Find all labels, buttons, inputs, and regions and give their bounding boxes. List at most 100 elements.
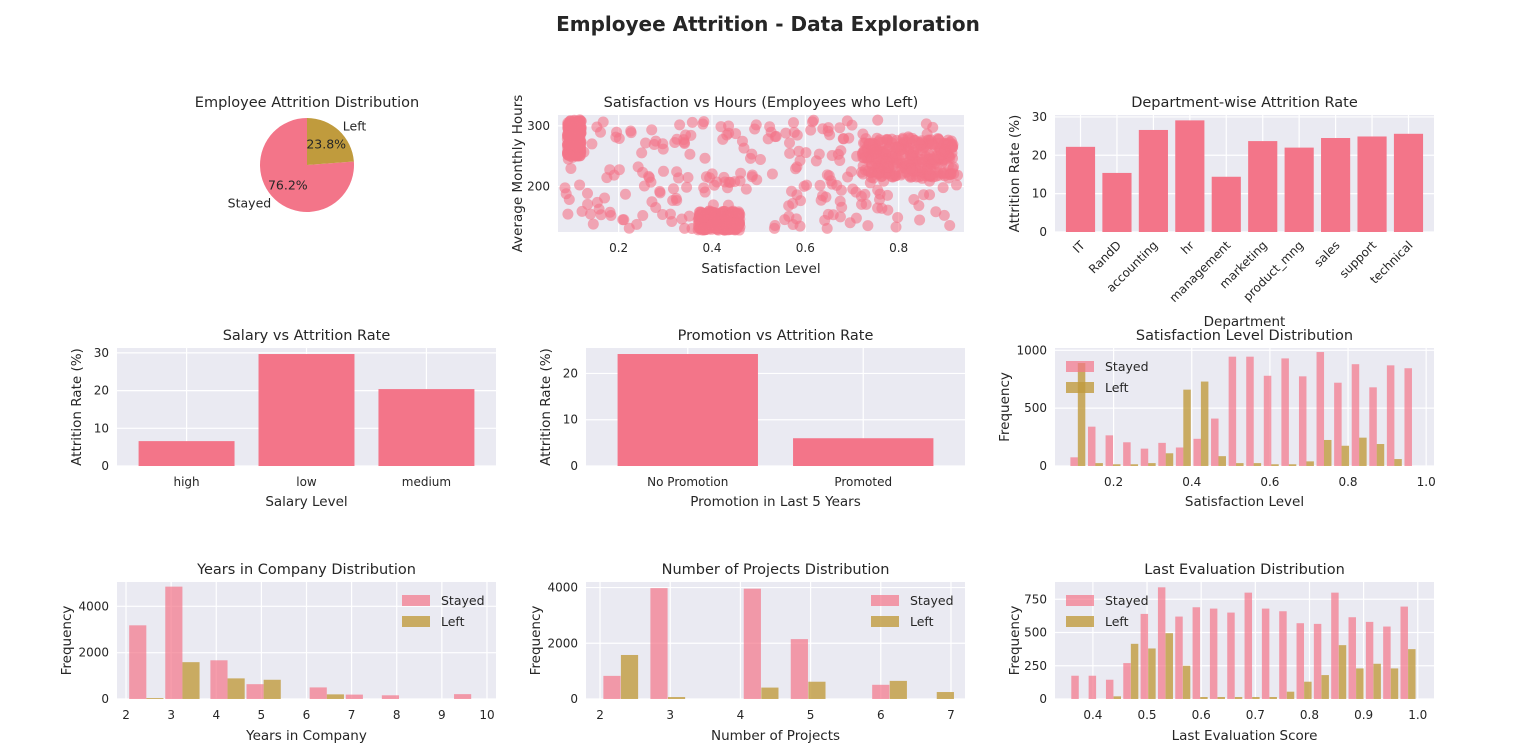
evaluation-hist-bar-left [1165, 633, 1173, 699]
evaluation-hist-bar-left [1286, 691, 1295, 699]
sat-hours-scatter-point [697, 118, 709, 130]
evaluation-hist-xtick-label: 0.7 [1246, 708, 1265, 722]
sat-hours-scatter-point [705, 219, 717, 231]
sat-hours-scatter-title: Satisfaction vs Hours (Employees who Lef… [604, 95, 919, 111]
satisfaction-hist-bar-stayed [1369, 387, 1377, 466]
sat-hours-scatter-point [562, 208, 574, 220]
sat-hours-scatter-point [625, 125, 637, 137]
projects-hist-xtick-label: 6 [877, 708, 885, 722]
projects-hist-ytick-label: 4000 [547, 581, 578, 595]
satisfaction-hist-bar-left [1095, 463, 1103, 466]
sat-hours-scatter-point [619, 188, 631, 200]
sat-hours-scatter-point [594, 126, 606, 138]
sat-hours-scatter-point [810, 155, 822, 167]
sat-hours-scatter-point [766, 168, 778, 180]
promotion-attrition-xlabel: Promotion in Last 5 Years [690, 494, 860, 510]
dept-attrition-xlabel: Department [1204, 314, 1286, 330]
evaluation-hist-xlabel: Last Evaluation Score [1172, 728, 1318, 744]
evaluation-hist: Last Evaluation Distribution 0.4 0.5 0.6 0.7… [1007, 562, 1434, 744]
sat-hours-scatter-point [724, 176, 736, 188]
sat-hours-scatter-point [835, 184, 847, 196]
sat-hours-scatter-point [835, 145, 847, 157]
sat-hours-scatter-point [681, 181, 693, 193]
evaluation-hist-xtick-label: 0.5 [1137, 708, 1156, 722]
satisfaction-hist-bar-left [1271, 464, 1279, 466]
satisfaction-hist-bar-stayed [1228, 356, 1237, 466]
years-hist-ytick-label: 0 [101, 692, 109, 706]
sat-hours-scatter-point [559, 182, 571, 194]
sat-hours-scatter-point [565, 150, 577, 162]
satisfaction-hist-legend-label: Stayed [1105, 359, 1149, 374]
projects-hist-ylabel: Frequency [528, 606, 544, 676]
sat-hours-scatter-point [613, 164, 625, 176]
sat-hours-scatter-point [805, 124, 817, 136]
sat-hours-scatter-point [944, 219, 956, 231]
sat-hours-scatter-point [783, 210, 795, 222]
satisfaction-hist: Satisfaction Level Distribution 0.2 0.4 0.6… [997, 328, 1436, 510]
sat-hours-scatter-point [646, 124, 658, 136]
sat-hours-scatter-point [890, 221, 902, 233]
salary-attrition-xtick-label: medium [402, 475, 451, 489]
figure-title: Employee Attrition - Data Exploration [556, 12, 980, 36]
sat-hours-scatter-point [685, 129, 697, 141]
evaluation-hist-xtick-label: 0.8 [1300, 708, 1319, 722]
sat-hours-scatter-point [784, 137, 796, 149]
satisfaction-hist-bar-left [1148, 463, 1156, 466]
dept-attrition-bar-accounting [1138, 129, 1168, 232]
sat-hours-scatter-point [751, 174, 763, 186]
sat-hours-scatter-point [780, 127, 792, 139]
years-hist-xtick-label: 7 [348, 708, 356, 722]
sat-hours-scatter-point [900, 157, 912, 169]
promotion-attrition-bar-promoted [793, 438, 934, 466]
attrition-pie-label-left: Left [343, 118, 367, 133]
sat-hours-scatter-point [740, 183, 752, 195]
sat-hours-scatter-point [623, 222, 635, 234]
projects-hist-xtick-label: 3 [666, 708, 674, 722]
sat-hours-scatter-point [834, 155, 846, 167]
years-hist-bar-stayed [210, 660, 228, 699]
sat-hours-scatter-point [930, 206, 942, 218]
sat-hours-scatter-point [821, 169, 833, 181]
satisfaction-hist-bar-left [1253, 463, 1262, 466]
evaluation-hist-bar-left [1234, 697, 1243, 699]
promotion-attrition-xtick-label: Promoted [834, 475, 892, 489]
sat-hours-scatter-xtick-label: 0.6 [796, 241, 815, 255]
sat-hours-scatter-point [819, 214, 831, 226]
satisfaction-hist-bar-left [1376, 444, 1385, 466]
evaluation-hist-legend-label: Stayed [1105, 593, 1149, 608]
dept-attrition-xtick-label: management [1167, 238, 1234, 305]
evaluation-hist-bar-stayed [1105, 679, 1114, 699]
evaluation-hist-ytick-label: 0 [1039, 692, 1047, 706]
evaluation-hist-ytick-label: 750 [1024, 592, 1047, 606]
attrition-pie: Employee Attrition Distribution Stayed 76.… [195, 95, 419, 212]
satisfaction-hist-xtick-label: 1.0 [1417, 475, 1436, 489]
satisfaction-hist-bar-stayed [1298, 376, 1307, 466]
years-hist-bar-left [263, 679, 281, 699]
promotion-attrition: Promotion vs Attrition Rate 0 10 20 Attritio… [538, 328, 965, 510]
projects-hist-ytick-label: 0 [570, 692, 578, 706]
evaluation-hist-bar-stayed [1227, 612, 1235, 699]
years-hist-xtick-label: 2 [122, 708, 130, 722]
sat-hours-scatter-point [859, 188, 871, 200]
evaluation-hist-legend-label: Left [1105, 614, 1129, 629]
dept-attrition: Department-wise Attrition Rate 0 10 20 30 Att… [1007, 95, 1434, 330]
sat-hours-scatter-point [783, 200, 795, 212]
evaluation-hist-bar-left [1130, 643, 1139, 699]
sat-hours-scatter-point [682, 172, 694, 184]
years-hist-bar-stayed [381, 695, 399, 699]
evaluation-hist-bar-stayed [1279, 611, 1287, 699]
sat-hours-scatter-point [795, 195, 807, 207]
sat-hours-scatter-point [791, 161, 803, 173]
sat-hours-scatter-point [582, 198, 594, 210]
satisfaction-hist-xtick-label: 0.6 [1260, 475, 1279, 489]
salary-attrition-ytick-label: 20 [94, 384, 109, 398]
salary-attrition-bar-low [258, 354, 355, 466]
satisfaction-hist-legend-swatch-stayed [1066, 361, 1094, 372]
dept-attrition-ytick-label: 30 [1032, 110, 1047, 124]
sat-hours-scatter-point [788, 126, 800, 138]
evaluation-hist-bar-left [1390, 668, 1399, 699]
years-hist-xtick-label: 3 [167, 708, 175, 722]
years-hist-bar-stayed [345, 694, 363, 699]
satisfaction-hist-bar-left [1288, 464, 1297, 466]
